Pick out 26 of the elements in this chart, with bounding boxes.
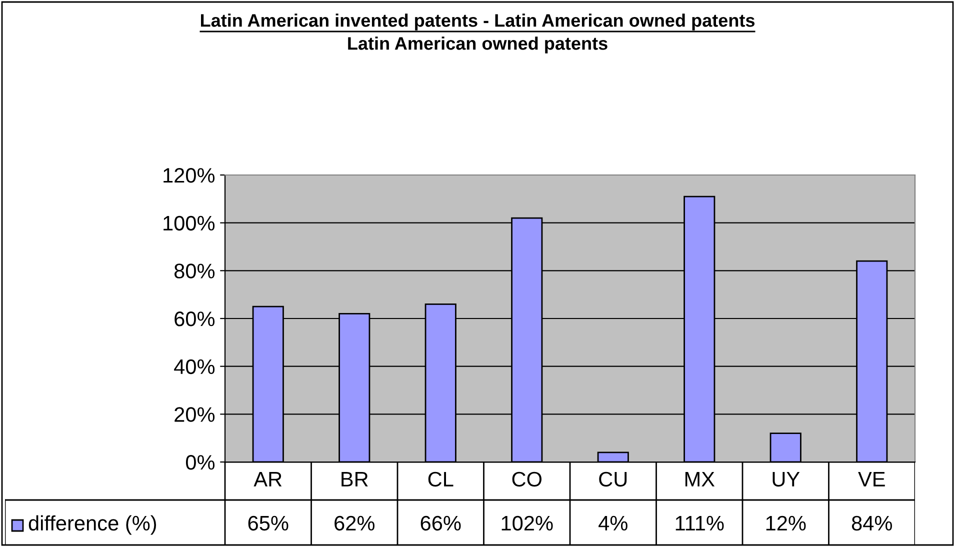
x-tick-label: MX xyxy=(685,472,715,486)
y-tick-label: 60% xyxy=(174,312,215,326)
data-label: 65% xyxy=(248,516,288,531)
x-tick-label: AR xyxy=(254,472,282,486)
legend-label: difference (%) xyxy=(28,515,156,535)
data-label: 62% xyxy=(334,516,374,531)
y-tick-label: 20% xyxy=(174,407,215,422)
x-tick-label: CL xyxy=(428,472,454,487)
y-tick-label: 40% xyxy=(174,359,215,374)
y-tick-label: 100% xyxy=(164,216,215,231)
y-tick-label: 120% xyxy=(164,168,215,183)
x-tick-label: CO xyxy=(512,472,542,487)
x-tick-label: VE xyxy=(858,472,885,486)
x-tick-label: UY xyxy=(772,472,800,487)
x-tick-label: BR xyxy=(342,472,368,486)
data-label: 66% xyxy=(420,516,461,531)
y-tick-label: 0% xyxy=(186,455,215,470)
x-tick-label: CU xyxy=(599,472,627,487)
data-label: 84% xyxy=(852,516,892,531)
data-label: 4% xyxy=(598,516,628,531)
chart-subtitle: Latin American owned patents xyxy=(348,36,608,54)
chart-title: Latin American invented patents - Latin American owned patents xyxy=(201,14,755,30)
data-label: 102% xyxy=(502,516,553,531)
data-label: 111% xyxy=(676,516,724,531)
y-tick-label: 80% xyxy=(174,264,215,278)
data-label: 12% xyxy=(766,516,806,531)
